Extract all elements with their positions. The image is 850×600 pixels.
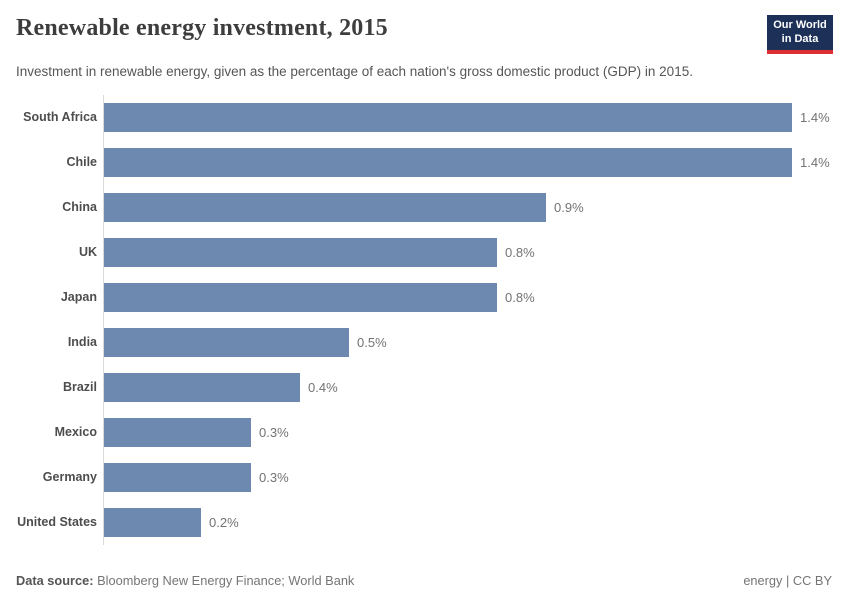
bar-track: 0.8% bbox=[103, 283, 833, 312]
category-label: United States bbox=[16, 515, 103, 529]
data-source: Data source: Bloomberg New Energy Financ… bbox=[16, 573, 354, 588]
bar-rows: South Africa 1.4% Chile 1.4% China 0.9% UK 0.8%… bbox=[16, 103, 833, 537]
chart-page: Renewable energy investment, 2015 Our Wo… bbox=[0, 0, 850, 600]
bar-track: 1.4% bbox=[103, 103, 833, 132]
bar-row: Mexico 0.3% bbox=[16, 418, 833, 447]
bar-row: Japan 0.8% bbox=[16, 283, 833, 312]
bar[interactable] bbox=[103, 148, 792, 177]
value-label: 0.8% bbox=[505, 290, 535, 305]
bar-track: 0.9% bbox=[103, 193, 833, 222]
category-label: Mexico bbox=[16, 425, 103, 439]
bar-row: India 0.5% bbox=[16, 328, 833, 357]
value-label: 0.9% bbox=[554, 200, 584, 215]
title-row: Renewable energy investment, 2015 Our Wo… bbox=[16, 0, 833, 54]
bar[interactable] bbox=[103, 508, 201, 537]
value-label: 0.2% bbox=[209, 515, 239, 530]
bar[interactable] bbox=[103, 418, 251, 447]
data-source-value: Bloomberg New Energy Finance; World Bank bbox=[94, 573, 355, 588]
bar-chart: South Africa 1.4% Chile 1.4% China 0.9% UK 0.8%… bbox=[16, 103, 833, 537]
category-label: Japan bbox=[16, 290, 103, 304]
bar[interactable] bbox=[103, 103, 792, 132]
bar[interactable] bbox=[103, 463, 251, 492]
value-label: 0.4% bbox=[308, 380, 338, 395]
bar-track: 0.3% bbox=[103, 463, 833, 492]
value-label: 0.3% bbox=[259, 425, 289, 440]
owid-logo[interactable]: Our World in Data bbox=[767, 15, 833, 54]
category-label: South Africa bbox=[16, 110, 103, 124]
chart-footer: Data source: Bloomberg New Energy Financ… bbox=[16, 573, 832, 588]
bar-row: China 0.9% bbox=[16, 193, 833, 222]
bar-row: UK 0.8% bbox=[16, 238, 833, 267]
value-label: 0.3% bbox=[259, 470, 289, 485]
chart-subtitle: Investment in renewable energy, given as… bbox=[16, 63, 736, 81]
category-label: Germany bbox=[16, 470, 103, 484]
y-axis-line bbox=[103, 95, 104, 545]
value-label: 0.8% bbox=[505, 245, 535, 260]
category-label: India bbox=[16, 335, 103, 349]
bar-track: 0.4% bbox=[103, 373, 833, 402]
bar-row: Chile 1.4% bbox=[16, 148, 833, 177]
bar-track: 0.8% bbox=[103, 238, 833, 267]
bar-row: South Africa 1.4% bbox=[16, 103, 833, 132]
bar-row: United States 0.2% bbox=[16, 508, 833, 537]
owid-logo-line1: Our World bbox=[771, 19, 829, 33]
bar-track: 0.2% bbox=[103, 508, 833, 537]
chart-title: Renewable energy investment, 2015 bbox=[16, 14, 388, 43]
bar[interactable] bbox=[103, 328, 349, 357]
value-label: 1.4% bbox=[800, 110, 830, 125]
bar-row: Brazil 0.4% bbox=[16, 373, 833, 402]
license-text[interactable]: energy | CC BY bbox=[743, 573, 832, 588]
value-label: 0.5% bbox=[357, 335, 387, 350]
data-source-label: Data source: bbox=[16, 573, 94, 588]
chart-header: Renewable energy investment, 2015 Our Wo… bbox=[16, 0, 833, 81]
bar[interactable] bbox=[103, 238, 497, 267]
category-label: UK bbox=[16, 245, 103, 259]
value-label: 1.4% bbox=[800, 155, 830, 170]
category-label: China bbox=[16, 200, 103, 214]
bar[interactable] bbox=[103, 283, 497, 312]
bar-track: 0.3% bbox=[103, 418, 833, 447]
owid-logo-line2: in Data bbox=[771, 33, 829, 47]
category-label: Brazil bbox=[16, 380, 103, 394]
bar-row: Germany 0.3% bbox=[16, 463, 833, 492]
bar-track: 1.4% bbox=[103, 148, 833, 177]
bar[interactable] bbox=[103, 193, 546, 222]
category-label: Chile bbox=[16, 155, 103, 169]
bar-track: 0.5% bbox=[103, 328, 833, 357]
bar[interactable] bbox=[103, 373, 300, 402]
